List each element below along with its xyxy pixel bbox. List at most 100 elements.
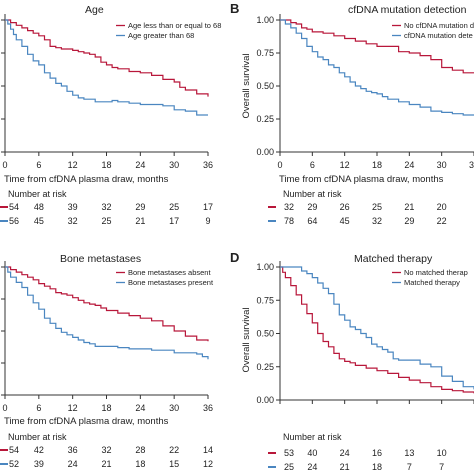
x-axis-label: Time from cfDNA plasma draw, months [4,416,169,427]
risk-count: 52 [9,459,19,469]
risk-table-header: Number at risk [283,432,342,442]
panel-1: Age 0 6 12 18 24 30 36 Time from cfDNA plasma dr… [0,4,221,226]
risk-count: 24 [307,462,317,472]
survival-curve-blue [280,266,474,390]
x-tick-label: 0 [277,160,282,170]
risk-count: 56 [9,216,19,226]
x-tick-label: 30 [169,403,179,413]
legend-label: Matched therapy [404,278,460,287]
panel-letter: B [230,1,239,16]
y-tick-label: 0.00 [256,395,274,405]
risk-count: 54 [9,202,19,212]
y-tick-label: 1.00 [256,15,274,25]
legend-label: Bone metastases present [128,278,214,287]
axes: 0.00 0.25 0.50 0.75 1.00 [256,261,474,405]
risk-count: 16 [372,448,382,458]
risk-count: 54 [9,445,19,455]
x-tick-label: 30 [169,160,179,170]
legend-label: Bone metastases absent [128,268,211,277]
risk-count: 17 [169,216,179,226]
risk-count: 29 [135,202,145,212]
x-axis-label: Time from cfDNA plasma draw, months [4,174,169,185]
risk-count: 21 [340,462,350,472]
risk-count: 12 [203,459,213,469]
panel-3: Bone metastases 0 6 12 18 24 30 36 Time from cfD… [0,253,214,469]
x-tick-label: 24 [135,403,145,413]
x-tick-label: 18 [101,160,111,170]
x-tick-label: 24 [404,160,414,170]
risk-count: 32 [68,216,78,226]
legend-label: No matched therap [404,268,468,277]
y-tick-label: 0.25 [256,362,274,372]
risk-count: 36 [68,445,78,455]
chart-title: Matched therapy [354,253,433,265]
x-tick-label: 0 [2,403,7,413]
risk-count: 28 [135,445,145,455]
risk-count: 29 [307,202,317,212]
y-tick-label: 0.75 [256,48,274,58]
survival-curve-blue [5,266,209,360]
risk-count: 7 [439,462,444,472]
risk-count: 53 [284,448,294,458]
risk-table-header: Number at risk [283,189,342,199]
x-tick-label: 12 [68,160,78,170]
risk-count: 9 [205,216,210,226]
x-tick-label: 12 [340,160,350,170]
y-tick-label: 0.75 [256,295,274,305]
risk-count: 25 [372,202,382,212]
x-tick-label: 30 [437,160,447,170]
legend-label: cfDNA mutation dete [404,31,473,40]
y-axis-label: Overall survival [241,308,252,373]
risk-count: 21 [101,459,111,469]
x-tick-label: 36 [203,403,213,413]
risk-table: Number at risk 54 42 36 32 28 22 14 52 39 24 21 18 15… [0,432,213,469]
y-tick-label: 0.00 [256,147,274,157]
risk-count: 26 [340,202,350,212]
y-axis-label: Overall survival [241,54,252,119]
y-tick-label: 1.00 [256,262,274,272]
risk-count: 18 [372,462,382,472]
risk-count: 48 [34,202,44,212]
axes: 0 6 12 18 24 30 36 [1,261,213,413]
risk-count: 64 [307,216,317,226]
x-tick-label: 6 [36,403,41,413]
x-axis-label: Time from cfDNA plasma draw, months [279,174,444,185]
risk-count: 21 [404,202,414,212]
survival-curve-blue [280,19,474,116]
chart-title: cfDNA mutation detection [348,4,467,16]
risk-count: 32 [372,216,382,226]
x-tick-label: 18 [101,403,111,413]
risk-count: 25 [284,462,294,472]
risk-count: 13 [404,448,414,458]
risk-table-header: Number at risk [8,432,67,442]
risk-count: 21 [135,216,145,226]
risk-count: 18 [135,459,145,469]
x-tick-label: 24 [135,160,145,170]
legend-label: Age greater than 68 [128,31,194,40]
risk-count: 32 [101,445,111,455]
risk-count: 78 [284,216,294,226]
legend-label: Age less than or equal to 68 [128,21,221,30]
risk-count: 45 [340,216,350,226]
risk-count: 45 [34,216,44,226]
axes: 0 6 12 18 24 30 36 [1,14,213,170]
x-tick-label: 6 [36,160,41,170]
risk-count: 22 [169,445,179,455]
x-tick-label: 18 [372,160,382,170]
risk-count: 22 [437,216,447,226]
x-tick-label: 36 [203,160,213,170]
risk-count: 17 [203,202,213,212]
risk-table: Number at risk 32 29 26 25 21 20 78 64 45 32 29 22 [268,189,447,226]
risk-count: 25 [169,202,179,212]
risk-table: Number at risk 54 48 39 32 29 25 17 56 45 32 25 21 17… [0,189,213,226]
x-tick-label: 0 [2,160,7,170]
chart-title: Age [85,4,104,16]
risk-table-header: Number at risk [8,189,67,199]
x-tick-label: 12 [68,403,78,413]
